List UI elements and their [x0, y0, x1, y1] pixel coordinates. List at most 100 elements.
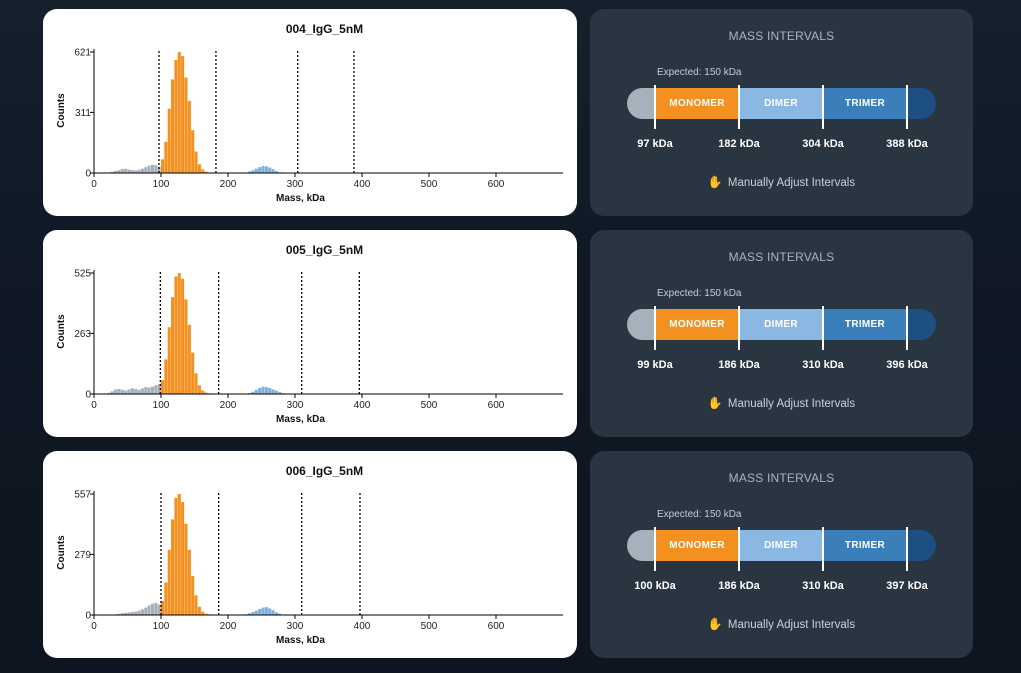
interval-value: 397 kDa [886, 580, 928, 592]
interval-bar: MONOMER DIMER TRIMER [627, 527, 936, 571]
histogram-card: 005_IgG_5nM 0 100 200 300 400 500 600 0 263 525 Mas… [43, 230, 577, 437]
histogram-bar [120, 389, 124, 394]
histogram-bar [181, 502, 185, 615]
interval-value: 186 kDa [718, 580, 760, 592]
histogram-bar [164, 141, 168, 173]
histogram-bar [258, 608, 262, 615]
interval-bar: MONOMER DIMER TRIMER [627, 85, 936, 129]
histogram-bar [254, 168, 258, 173]
interval-value: 97 kDa [637, 138, 673, 150]
histogram-bar [274, 612, 278, 615]
histogram-bar [254, 610, 258, 615]
histogram-card: 006_IgG_5nM 0 100 200 300 400 500 600 0 279 557 Mas… [43, 451, 577, 658]
x-tick-label: 100 [153, 400, 170, 411]
sample-row: 005_IgG_5nM 0 100 200 300 400 500 600 0 263 525 Mas… [43, 230, 973, 437]
histogram-bar [120, 169, 124, 173]
x-tick-label: 0 [91, 621, 97, 632]
histogram-bar [150, 603, 154, 615]
x-tick-label: 400 [354, 179, 371, 190]
histogram-bar [191, 352, 195, 394]
mass-intervals-title: MASS INTERVALS [728, 250, 835, 264]
hand-icon: ✋ [707, 617, 723, 631]
histogram-bar [264, 166, 268, 173]
histogram-bar [197, 164, 201, 173]
x-axis-label: Mass, kDa [276, 193, 325, 204]
histogram-bar [181, 278, 185, 394]
y-tick-label: 0 [85, 169, 91, 180]
interval-marker[interactable] [738, 527, 740, 571]
y-tick-label: 525 [74, 269, 91, 280]
expected-mass-label: Expected: 150 kDa [657, 288, 742, 299]
histogram-bar [147, 387, 151, 394]
mass-histogram: 004_IgG_5nM 0 100 200 300 400 500 600 0 311 621 Mas… [56, 22, 563, 204]
histogram-bar [140, 388, 144, 394]
histogram-bar [117, 170, 121, 173]
histogram-bar [278, 613, 282, 615]
histogram-bar [264, 607, 268, 615]
x-tick-label: 0 [91, 179, 97, 190]
interval-marker[interactable] [738, 85, 740, 129]
histogram-bar [164, 359, 168, 394]
interval-value: 310 kDa [802, 580, 844, 592]
interval-value: 304 kDa [802, 138, 844, 150]
histogram-bar [157, 604, 161, 615]
interval-marker[interactable] [822, 85, 824, 129]
x-tick-label: 500 [421, 179, 438, 190]
histogram-bar [177, 273, 181, 394]
histogram-bar [157, 166, 161, 173]
manually-adjust-intervals-button[interactable]: ✋ Manually Adjust Intervals [590, 175, 973, 189]
histogram-bar [124, 390, 128, 394]
histogram-bar [197, 385, 201, 394]
histogram-bar [127, 612, 131, 615]
histogram-bar [254, 389, 258, 394]
interval-value: 310 kDa [802, 359, 844, 371]
interval-marker[interactable] [654, 527, 656, 571]
y-axis-label: Counts [56, 93, 67, 128]
x-tick-label: 600 [488, 400, 505, 411]
histogram-bar [137, 610, 141, 615]
histogram-bar [130, 388, 134, 394]
histogram-bar [194, 595, 198, 615]
histogram-bar [261, 607, 265, 615]
interval-marker[interactable] [654, 306, 656, 350]
histogram-bar [184, 77, 188, 173]
manually-adjust-intervals-button[interactable]: ✋ Manually Adjust Intervals [590, 396, 973, 410]
interval-marker[interactable] [906, 85, 908, 129]
histogram-bar [161, 159, 165, 173]
histogram-bar [167, 327, 171, 394]
interval-marker[interactable] [822, 306, 824, 350]
x-tick-label: 600 [488, 179, 505, 190]
interval-marker[interactable] [906, 306, 908, 350]
adjust-label: Manually Adjust Intervals [727, 398, 856, 410]
monomer-segment: MONOMER [655, 88, 739, 119]
interval-marker[interactable] [906, 527, 908, 571]
histogram-bar [261, 386, 265, 394]
histogram-bar [137, 389, 141, 394]
histogram-bar [264, 387, 268, 394]
hand-icon: ✋ [707, 396, 723, 410]
histogram-bar [201, 169, 205, 173]
histogram-bar [251, 170, 255, 173]
above-range-segment [907, 88, 936, 119]
histogram-bar [204, 171, 208, 173]
sample-row: 004_IgG_5nM 0 100 200 300 400 500 600 0 311 621 Mas… [43, 9, 973, 216]
interval-marker[interactable] [738, 306, 740, 350]
interval-marker[interactable] [822, 527, 824, 571]
histogram-bar [147, 165, 151, 173]
histogram-bar [174, 59, 178, 174]
y-tick-label: 263 [74, 329, 91, 340]
trimer-segment: TRIMER [823, 530, 907, 561]
histogram-bar [171, 519, 175, 615]
manually-adjust-intervals-button[interactable]: ✋ Manually Adjust Intervals [590, 617, 973, 631]
x-tick-label: 300 [287, 621, 304, 632]
histogram-bar [201, 390, 205, 394]
histogram-bar [157, 384, 161, 394]
y-tick-label: 279 [74, 550, 91, 561]
interval-marker[interactable] [654, 85, 656, 129]
histogram-bar [187, 324, 191, 394]
y-tick-label: 311 [75, 108, 91, 119]
interval-value: 100 kDa [634, 580, 676, 592]
histogram-bar [134, 388, 138, 394]
expected-mass-label: Expected: 150 kDa [657, 67, 742, 78]
dimer-segment: DIMER [739, 309, 823, 340]
